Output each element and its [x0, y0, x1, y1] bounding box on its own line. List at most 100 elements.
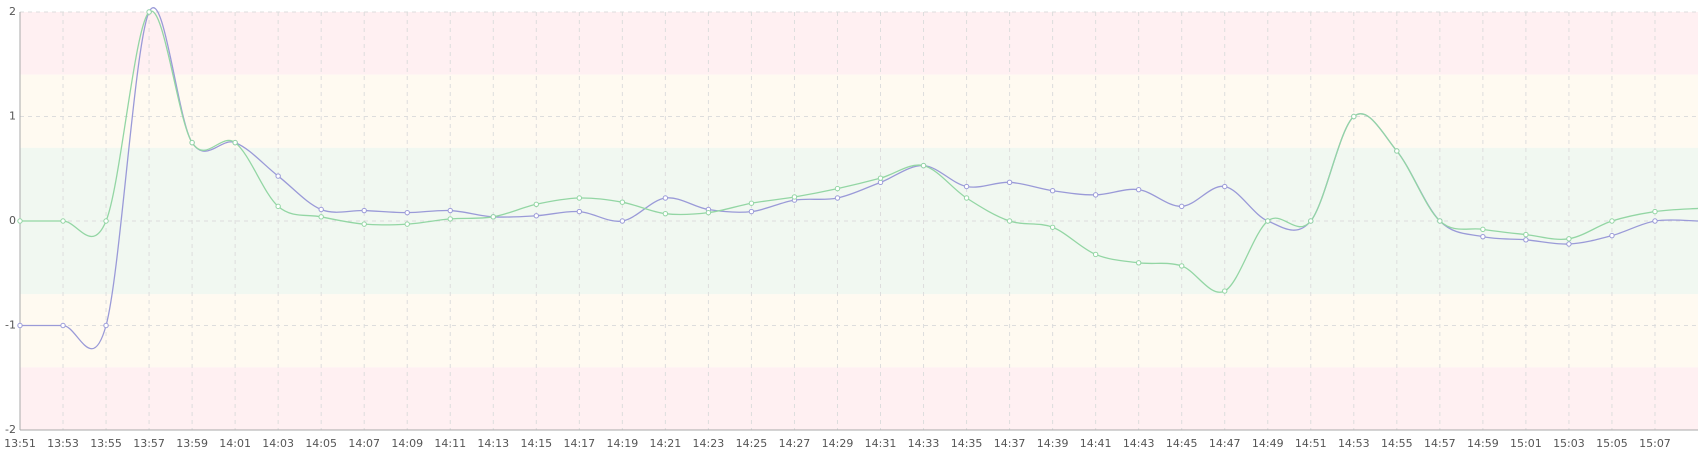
point: [1135, 186, 1142, 193]
point: [1092, 251, 1099, 258]
point: [1222, 288, 1228, 294]
point: [619, 199, 626, 205]
x-tick-label: 14:23: [693, 437, 725, 450]
point: [576, 195, 583, 201]
point: [1178, 263, 1185, 269]
x-tick-label: 13:53: [47, 437, 79, 450]
point: [1437, 218, 1443, 224]
x-tick-label: 14:29: [822, 437, 854, 450]
point: [1222, 183, 1228, 190]
x-tick-label: 14:31: [865, 437, 897, 450]
point: [662, 210, 669, 217]
point: [232, 139, 238, 146]
x-tick-label: 14:19: [607, 437, 639, 450]
point: [748, 200, 755, 206]
point: [447, 207, 453, 214]
x-tick-label: 14:07: [348, 437, 380, 450]
x-tick-label: 14:39: [1037, 437, 1069, 450]
band: [20, 367, 1698, 430]
point: [1523, 237, 1529, 243]
x-tick-label: 14:05: [305, 437, 337, 450]
point: [1652, 208, 1658, 215]
y-tick-label: 1: [9, 110, 16, 123]
point: [1308, 218, 1314, 224]
point: [146, 9, 152, 15]
x-tick-label: 14:43: [1123, 437, 1155, 450]
y-tick-label: 2: [9, 5, 16, 18]
point: [275, 173, 281, 179]
band: [20, 147, 1698, 295]
point: [361, 207, 367, 214]
point: [1092, 192, 1099, 198]
point: [705, 209, 712, 216]
point: [1006, 218, 1013, 224]
point: [17, 218, 23, 224]
point: [1480, 233, 1486, 240]
x-tick-label: 14:21: [650, 437, 682, 450]
point: [619, 218, 626, 224]
x-tick-label: 13:59: [176, 437, 208, 450]
point: [404, 209, 410, 216]
point: [318, 214, 324, 220]
point: [1006, 179, 1013, 186]
point: [60, 218, 66, 224]
x-tick-label: 14:03: [262, 437, 294, 450]
point: [1049, 224, 1056, 230]
series-line: [20, 10, 1698, 293]
point: [1394, 148, 1400, 154]
x-tick-label: 14:37: [994, 437, 1026, 450]
x-tick-label: 14:55: [1381, 437, 1413, 450]
band: [20, 12, 1698, 75]
point: [318, 206, 324, 213]
x-tick-label: 14:53: [1338, 437, 1370, 450]
x-tick-label: 14:15: [520, 437, 552, 450]
x-tick-label: 13:55: [90, 437, 122, 450]
x-tick-label: 14:35: [951, 437, 983, 450]
x-tick-label: 14:27: [779, 437, 811, 450]
x-tick-label: 15:05: [1596, 437, 1628, 450]
y-tick-label: -1: [5, 319, 16, 332]
point: [1609, 218, 1615, 224]
x-tick-label: 13:57: [133, 437, 165, 450]
point: [1566, 241, 1572, 247]
point: [361, 221, 367, 227]
x-tick-label: 14:25: [736, 437, 768, 450]
y-tick-label: -2: [5, 423, 16, 436]
point: [662, 195, 669, 201]
point: [1652, 218, 1658, 224]
point: [576, 208, 583, 215]
x-tick-label: 13:51: [4, 437, 36, 450]
x-tick-label: 14:17: [563, 437, 595, 450]
x-tick-label: 14:49: [1252, 437, 1284, 450]
point: [404, 221, 410, 227]
x-tick-label: 14:59: [1467, 437, 1499, 450]
point: [189, 139, 195, 146]
point: [1135, 260, 1142, 266]
point: [834, 195, 841, 201]
point: [447, 216, 453, 222]
x-tick-label: 14:51: [1295, 437, 1327, 450]
point: [791, 194, 798, 200]
x-tick-label: 15:01: [1510, 437, 1542, 450]
point: [1178, 203, 1185, 210]
point: [963, 183, 970, 190]
x-tick-label: 14:57: [1424, 437, 1456, 450]
x-tick-label: 14:01: [219, 437, 251, 450]
point: [17, 322, 23, 329]
x-tick-label: 14:33: [908, 437, 940, 450]
x-tick-label: 14:13: [477, 437, 509, 450]
point: [533, 213, 540, 219]
point: [1265, 218, 1271, 224]
point: [1566, 236, 1572, 242]
point: [1351, 113, 1357, 120]
point: [1609, 232, 1615, 239]
point: [103, 322, 109, 329]
point: [1523, 231, 1529, 238]
point: [490, 214, 496, 220]
point: [1480, 226, 1486, 233]
x-tick-label: 14:09: [391, 437, 423, 450]
x-tick-label: 15:03: [1553, 437, 1585, 450]
x-tick-label: 15:07: [1639, 437, 1671, 450]
x-tick-label: 14:11: [434, 437, 466, 450]
